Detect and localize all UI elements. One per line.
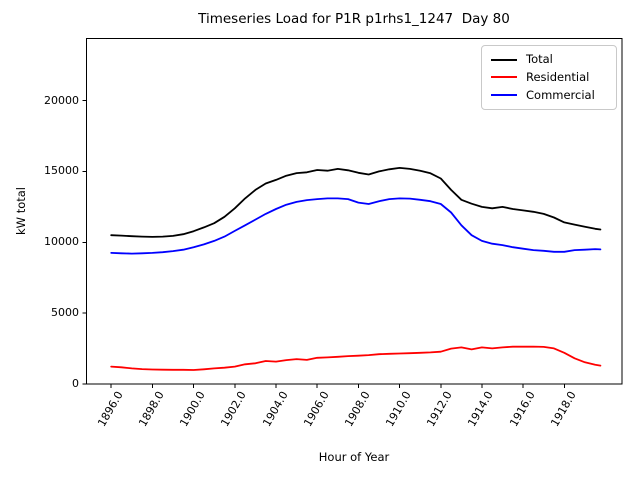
legend-line-sample-total <box>491 58 517 61</box>
legend-item-total: Total <box>491 53 607 66</box>
chart-title: Timeseries Load for P1R p1rhs1_1247 Day … <box>198 11 510 27</box>
y-tick-label: 10000 <box>44 235 79 249</box>
series-line-residential <box>110 345 602 371</box>
y-tick-label: 20000 <box>44 93 79 107</box>
legend-label-total: Total <box>526 52 553 67</box>
legend-item-commercial: Commercial <box>491 87 607 102</box>
legend-line-sample-residential <box>491 76 517 79</box>
legend-label-residential: Residential <box>526 69 590 84</box>
series-line-total <box>110 166 602 238</box>
series-line-commercial <box>110 197 602 255</box>
y-tick-label: 0 <box>72 377 79 390</box>
axes-frame <box>86 38 623 385</box>
y-tick-label: 15000 <box>44 164 79 178</box>
legend: Total Residential Commercial <box>481 45 617 110</box>
legend-label-commercial: Commercial <box>526 87 595 102</box>
y-tick-label: 5000 <box>51 306 79 320</box>
legend-line-sample-commercial <box>491 94 517 97</box>
x-axis-label: Hour of Year <box>318 450 390 464</box>
y-axis-label: kW total <box>14 187 28 235</box>
legend-item-residential: Residential <box>491 69 607 84</box>
